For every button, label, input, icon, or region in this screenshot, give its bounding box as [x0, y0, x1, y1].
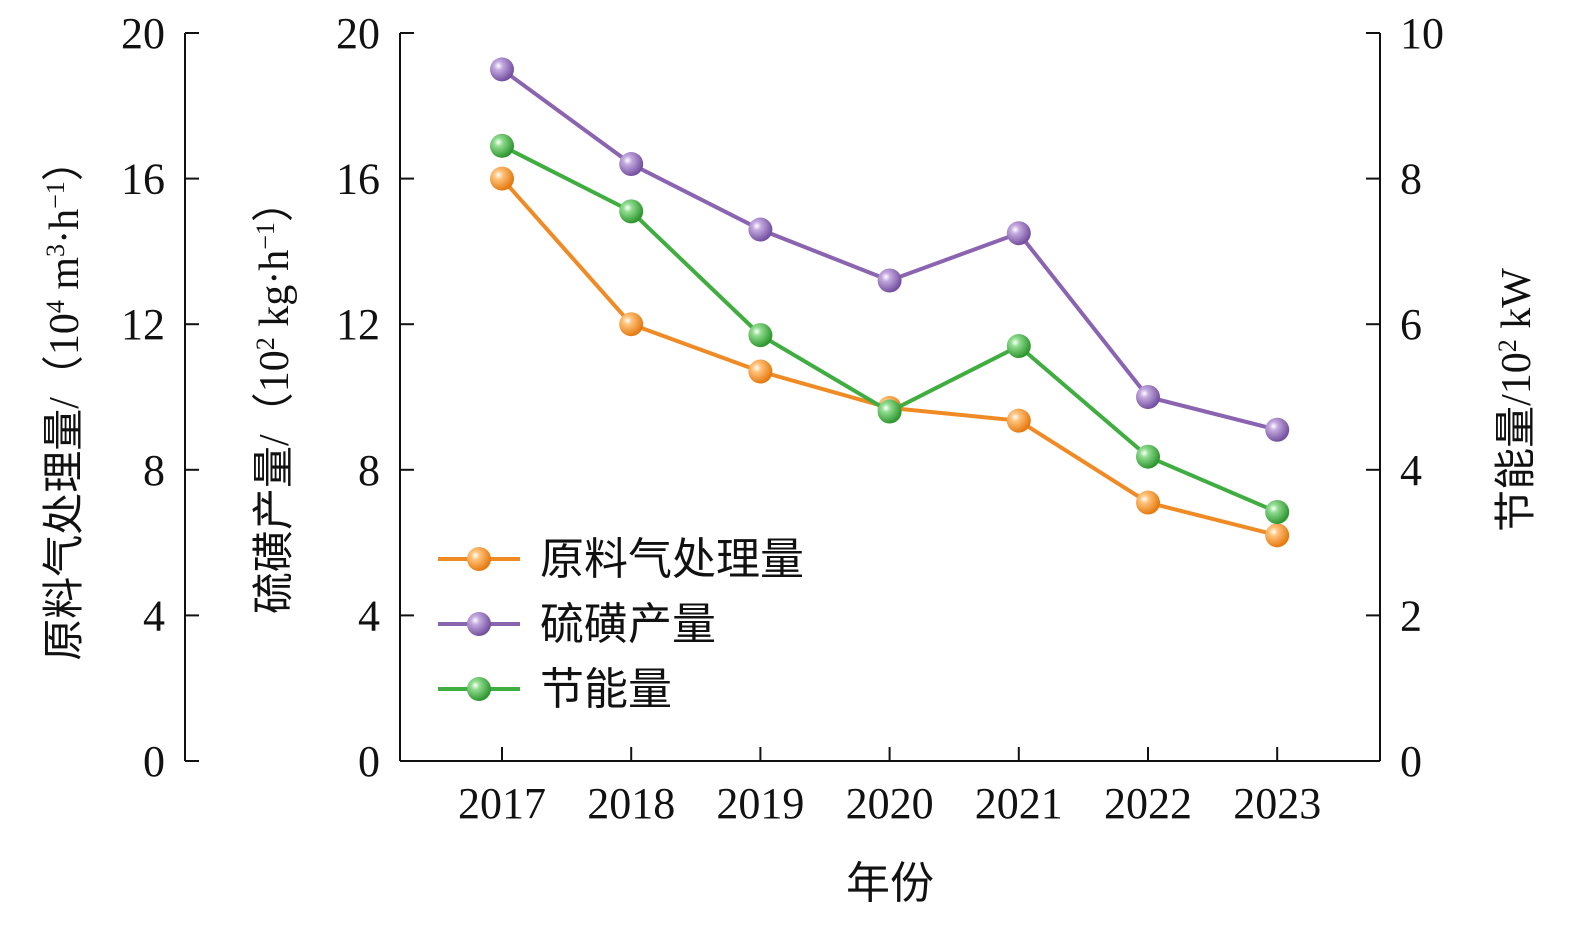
data-point	[490, 166, 514, 191]
left_inner-tick-label: 20	[336, 9, 380, 58]
x-tick-label: 2019	[716, 779, 804, 828]
series-2	[490, 57, 1290, 442]
series-line	[500, 67, 1278, 432]
left-inner-ticks: 0 4 8 12 16 20	[336, 9, 414, 786]
x-tick-label: 2018	[587, 779, 675, 828]
series-1	[490, 166, 1290, 548]
right-ticks: 0 2 4 6 8 10	[1366, 9, 1444, 786]
right-tick-label: 0	[1400, 737, 1422, 786]
left_outer-tick-label: 16	[121, 155, 165, 204]
left-outer-ticks: 0 4 8 12 16 20	[121, 9, 199, 786]
x-axis-label: 年份	[846, 859, 934, 908]
left_outer-tick-label: 12	[121, 300, 165, 349]
x-tick-label: 2020	[846, 779, 934, 828]
left_outer-tick-label: 4	[143, 591, 165, 640]
series-layer	[490, 57, 1290, 548]
data-point	[619, 152, 644, 177]
right-tick-label: 4	[1400, 446, 1422, 495]
data-point	[748, 359, 773, 384]
data-point	[1265, 500, 1290, 525]
right-axis-label: 节能量/102 kW	[1493, 268, 1540, 532]
data-point	[1006, 408, 1031, 433]
left_inner-tick-label: 12	[336, 300, 380, 349]
series-line	[500, 177, 1278, 538]
data-point	[490, 133, 514, 158]
data-point	[877, 268, 902, 293]
data-point	[490, 57, 514, 82]
left_inner-tick-label: 0	[358, 737, 380, 786]
left_outer-tick-label: 0	[143, 737, 165, 786]
legend-marker	[467, 677, 491, 701]
right-tick-label: 2	[1400, 591, 1422, 640]
left_inner-tick-label: 4	[358, 591, 380, 640]
left-inner-axis: 0 4 8 12 16 20	[336, 9, 414, 786]
x-ticks: 2017 2018 2019 2020 2021 2022 2023	[458, 747, 1321, 828]
data-point	[1006, 334, 1031, 359]
series-line	[501, 144, 1278, 514]
legend-label: 硫磺产量	[540, 600, 716, 649]
x-tick-label: 2017	[458, 779, 546, 828]
x-tick-label: 2021	[975, 779, 1063, 828]
left_outer-tick-label: 8	[143, 446, 165, 495]
data-point	[619, 312, 644, 337]
right-axis: 0 2 4 6 8 10	[1366, 9, 1444, 786]
legend-label: 原料气处理量	[540, 535, 804, 584]
data-point	[1136, 385, 1160, 409]
data-point	[619, 199, 644, 224]
left_inner-tick-label: 16	[336, 155, 380, 204]
data-point	[1265, 523, 1290, 548]
x-tick-label: 2022	[1104, 779, 1192, 828]
data-point	[748, 217, 773, 242]
data-point	[1265, 417, 1290, 442]
legend-item: 节能量	[438, 665, 672, 714]
right-tick-label: 10	[1400, 9, 1444, 58]
legend-marker	[467, 547, 491, 571]
x-axis: 2017 2018 2019 2020 2021 2022 2023	[400, 747, 1380, 828]
legend-item: 原料气处理量	[438, 535, 804, 584]
legend-marker	[467, 612, 491, 636]
legend-item: 硫磺产量	[438, 600, 716, 649]
left-inner-axis-label: 硫磺产量/（102 kg·h−1）	[251, 180, 298, 614]
x-tick-label: 2023	[1233, 779, 1321, 828]
right-tick-label: 6	[1400, 300, 1422, 349]
legend-label: 节能量	[540, 665, 672, 714]
data-point	[1136, 490, 1160, 515]
data-point	[877, 399, 902, 424]
right-tick-label: 8	[1400, 155, 1422, 204]
data-point	[1136, 444, 1160, 469]
left_outer-tick-label: 20	[121, 9, 165, 58]
left-outer-axis: 0 4 8 12 16 20	[121, 9, 199, 786]
left-outer-axis-label: 原料气处理量/（104 m3·h−1）	[41, 139, 88, 661]
data-point	[1006, 221, 1031, 246]
data-point	[748, 323, 773, 348]
series-3	[490, 133, 1290, 525]
left_inner-tick-label: 8	[358, 446, 380, 495]
